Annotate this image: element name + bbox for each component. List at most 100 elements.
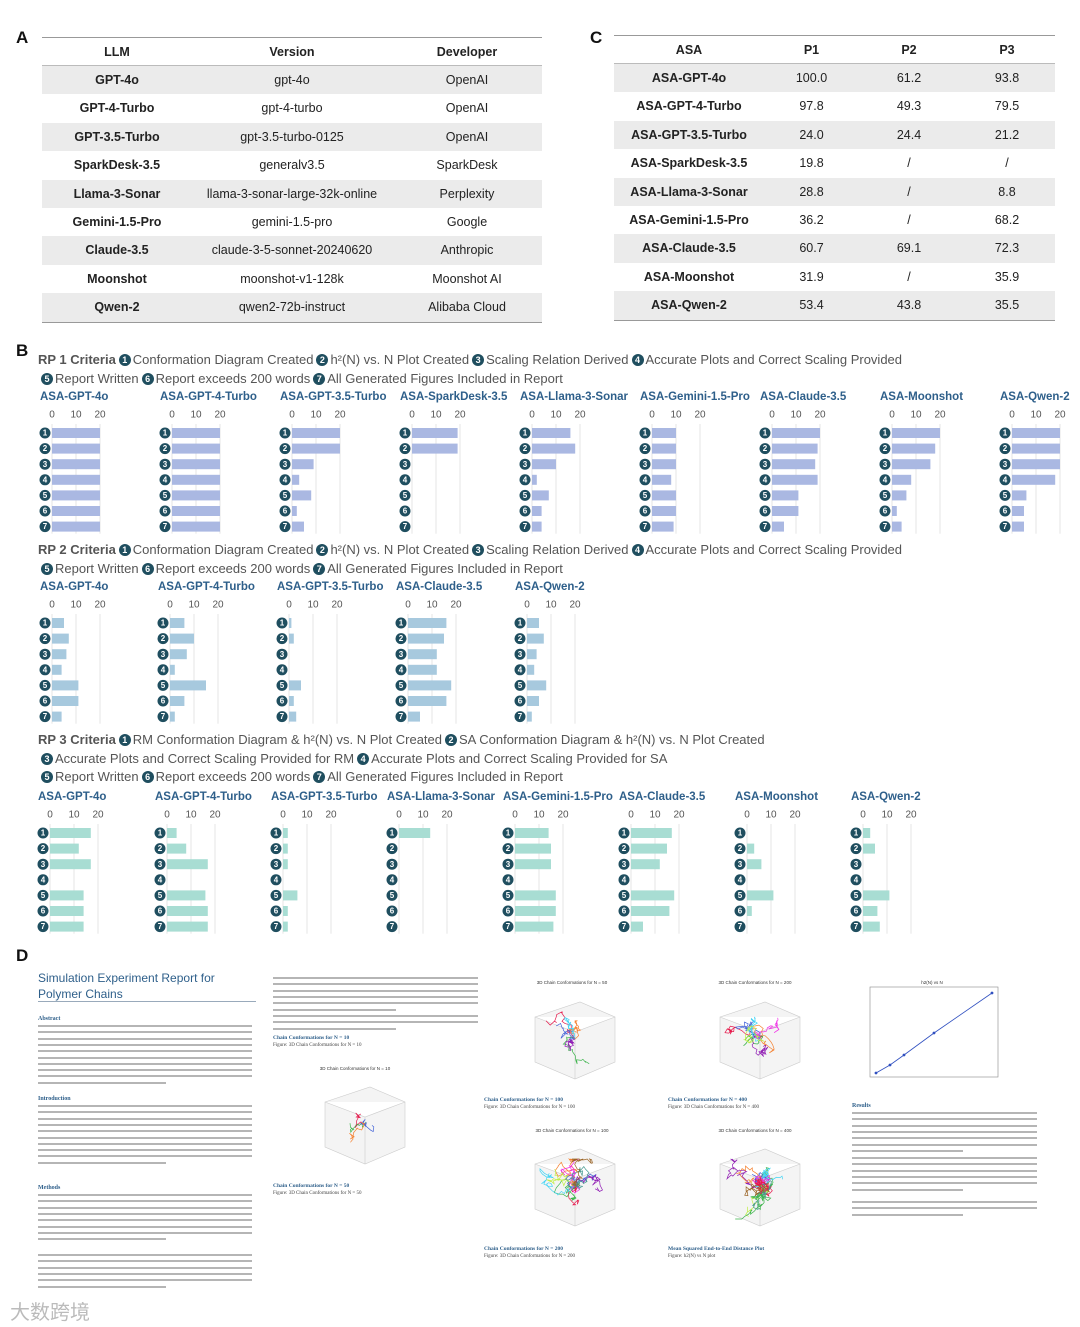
criterion-marker: 2: [316, 544, 329, 556]
row-marker-label: 1: [643, 429, 648, 438]
row-marker-label: 5: [283, 491, 288, 500]
chart-title: ASA-GPT-4o: [38, 791, 106, 803]
bar-chart: ASA-Qwen-2 0 10 20 1 2 3 4 5 6 7: [514, 581, 585, 724]
row-marker-label: 5: [883, 491, 888, 500]
bar: [515, 921, 554, 932]
watermark: 大数跨境: [10, 1302, 90, 1324]
row-marker-label: 6: [518, 697, 523, 706]
chain: [562, 1036, 590, 1065]
text-line: [38, 1111, 252, 1114]
x-tick-label: 20: [569, 600, 581, 611]
row-marker-label: 4: [643, 475, 648, 484]
table-cell: GPT-4o: [95, 73, 139, 87]
bar: [52, 696, 79, 706]
caption-title: Chain Conformations for N = 10: [273, 1035, 350, 1041]
row-marker: [514, 711, 526, 723]
bar: [52, 633, 69, 644]
row-marker-label: 1: [390, 829, 395, 838]
x-tick-label: 10: [426, 600, 438, 611]
row-marker-label: 5: [763, 491, 768, 500]
row-marker: [39, 443, 51, 455]
chain: [539, 1167, 576, 1196]
bar: [747, 843, 755, 854]
bar: [172, 443, 220, 454]
chain: [354, 1112, 366, 1129]
chart-title: ASA-Moonshot: [880, 391, 963, 403]
text-line: [273, 1008, 396, 1011]
bar-chart: ASA-Llama-3-Sonar 0 10 20 1 2 3 4 5 6 7: [519, 391, 629, 534]
row-marker-label: 4: [163, 475, 168, 484]
panel-label: C: [590, 28, 603, 47]
row-marker-label: 2: [622, 844, 627, 853]
plot-point: [902, 1053, 906, 1057]
x-tick-label: 20: [209, 810, 221, 821]
row-marker: [157, 664, 169, 676]
row-marker-label: 3: [161, 650, 166, 659]
row-marker: [276, 617, 288, 629]
row-marker: [502, 889, 514, 901]
bar: [747, 906, 752, 916]
row-marker-label: 7: [518, 712, 523, 721]
chain: [569, 1166, 590, 1190]
bar: [652, 443, 676, 454]
table-cell: GPT-3.5-Turbo: [74, 129, 160, 144]
row-marker: [37, 921, 49, 933]
table-cell: 60.7: [799, 241, 824, 256]
bar: [772, 521, 784, 532]
bar: [532, 506, 542, 516]
bar-chart: ASA-Qwen-2 0 10 20 1 2 3 4 5 6 7: [999, 391, 1070, 534]
text-line: [38, 1155, 252, 1158]
criterion-text: Report Written: [55, 560, 139, 576]
chain: [560, 1158, 581, 1194]
row-marker-label: 2: [161, 634, 166, 643]
row-marker-label: 3: [390, 860, 395, 869]
criteria-title: RP 2 Criteria: [38, 542, 116, 557]
text-line: [38, 1117, 252, 1120]
row-marker: [734, 921, 746, 933]
bar: [892, 459, 931, 470]
row-marker-label: 5: [280, 681, 285, 690]
row-marker: [386, 858, 398, 870]
bar: [170, 618, 185, 628]
row-marker-label: 2: [280, 634, 285, 643]
text-line: [38, 1238, 167, 1241]
bar: [747, 859, 762, 870]
text-line: [38, 1225, 252, 1228]
caption-text: Figure: 3D Chain Conformations for N = 5…: [273, 1191, 362, 1196]
x-tick-label: 10: [545, 600, 557, 611]
criterion-marker: 1: [118, 354, 131, 366]
header-cell: Version: [269, 45, 315, 59]
text-line: [852, 1175, 1037, 1178]
row-marker-label: 4: [43, 665, 48, 674]
bar: [167, 859, 208, 870]
row-marker-label: 2: [518, 634, 523, 643]
row-marker: [270, 827, 282, 839]
row-marker-label: 2: [738, 844, 743, 853]
criterion-marker: 3: [41, 752, 53, 765]
row-marker-label: 4: [158, 875, 163, 884]
x-tick-label: 0: [409, 410, 415, 421]
table-cell: 35.5: [994, 298, 1020, 313]
row-marker: [759, 489, 771, 501]
plot-title: 3D Chain Conformations for N = 100: [535, 1128, 609, 1133]
row-marker: [270, 858, 282, 870]
row-marker-label: 7: [763, 522, 768, 531]
criterion-text: Report Written: [55, 370, 139, 386]
text-line: [852, 1149, 963, 1152]
row-marker: [159, 505, 171, 517]
bar: [892, 521, 902, 532]
bar: [892, 490, 907, 501]
text-line: [38, 1266, 252, 1269]
x-tick-label: 0: [889, 410, 895, 421]
row-marker: [39, 695, 51, 707]
row-marker-label: 1: [763, 429, 768, 438]
row-marker-label: 2: [158, 844, 163, 853]
x-tick-label: 20: [212, 600, 224, 611]
bar: [52, 680, 79, 691]
row-marker-label: 2: [163, 444, 168, 453]
row-marker: [759, 521, 771, 533]
bar: [532, 443, 576, 454]
criterion-marker: 5: [41, 562, 53, 575]
caption-title: Mean Squared End-to-End Distance Plot: [668, 1246, 765, 1252]
x-tick-label: 10: [649, 810, 661, 821]
